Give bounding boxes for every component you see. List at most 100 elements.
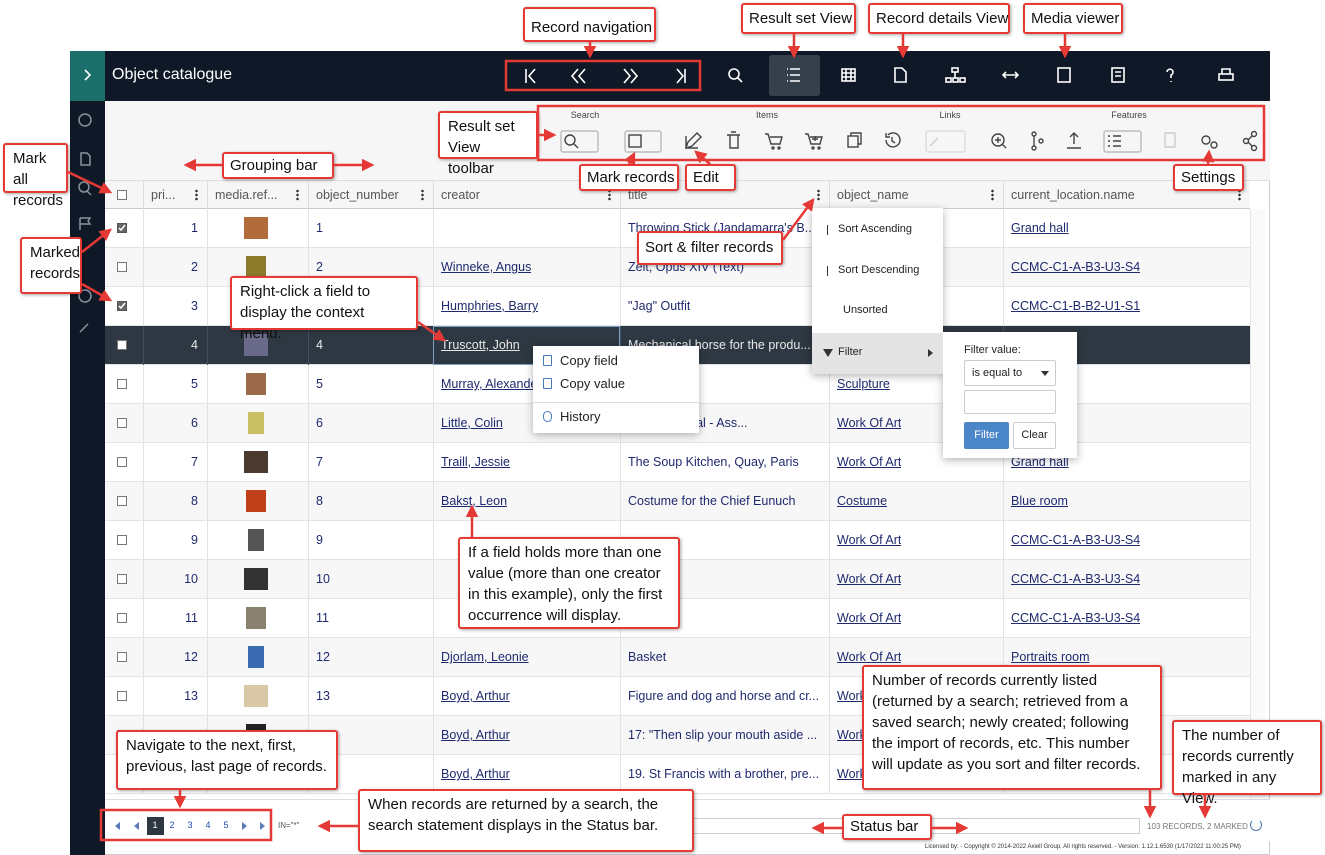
checkbox[interactable] [117,535,127,545]
cell-location[interactable]: CCMC-C1-A-B3-U3-S4 [1011,260,1141,274]
callout: The number of records currently marked i… [1172,720,1322,807]
cell-object-name[interactable]: Work Of Art [837,650,902,664]
cell-object-name[interactable]: Work Of Art [837,416,902,430]
sort-menu-item[interactable]: Sort Ascending [838,223,912,235]
cell-creator[interactable]: Little, Colin [441,416,503,430]
page-link[interactable]: 2 [169,820,175,830]
page-link[interactable]: 4 [205,820,211,830]
column-menu[interactable] [1238,189,1241,201]
sort-icon [827,225,828,235]
callout: Status bar [842,814,932,840]
clear-button[interactable]: Clear [1013,422,1056,449]
column-menu[interactable] [421,189,424,201]
object-number: 11 [316,611,329,625]
sort-menu-item[interactable]: Unsorted [843,304,888,316]
column-menu[interactable] [195,189,198,201]
context-menu-item[interactable]: History [560,409,601,424]
callout: Edit [685,164,736,191]
cell-object-name[interactable]: Sculpture [837,377,890,391]
cell-creator[interactable]: Humphries, Barry [441,299,539,313]
checkbox[interactable] [117,418,127,428]
checkbox[interactable] [117,496,127,506]
cell-border [829,599,830,638]
page-link[interactable]: 1 [152,820,158,830]
column-menu[interactable] [991,189,994,201]
refresh-button[interactable] [1250,819,1262,831]
cell-border [829,404,830,443]
cell-location[interactable]: Blue room [1011,494,1068,508]
cell-creator[interactable]: Boyd, Arthur [441,728,510,742]
cell-creator[interactable]: Bakst, Leon [441,494,508,508]
checkbox [117,190,127,200]
cell-location[interactable]: CCMC-C1-A-B3-U3-S4 [1011,533,1141,547]
page-link[interactable]: 5 [223,820,229,830]
object-number: 10 [316,572,330,586]
checkbox[interactable] [117,223,127,233]
page-link[interactable]: 3 [187,820,193,830]
cell-border [620,287,621,326]
checkbox[interactable] [117,691,127,701]
column-menu[interactable] [608,189,611,201]
cell-location[interactable]: Grand hall [1011,221,1069,235]
cell-border [207,443,208,482]
cell-creator[interactable]: Truscott, John [441,338,520,352]
record-number: 5 [191,377,198,391]
checkbox[interactable] [117,613,127,623]
record-number: 8 [191,494,198,508]
column-menu[interactable] [296,189,299,201]
pager-arrow[interactable] [134,822,139,830]
callout: Mark all records [3,143,68,209]
callout: Mark records [579,164,679,191]
cell-creator[interactable]: Traill, Jessie [441,455,510,469]
cell-creator[interactable]: Boyd, Arthur [441,767,510,781]
active-view-button[interactable] [769,55,820,96]
column-header-label: title [628,188,648,202]
sort-icon [827,266,828,276]
cell-object-name[interactable]: Costume [837,494,888,508]
filter-operator[interactable]: is equal to [964,360,1056,386]
cell-object-name[interactable]: Work Of Art [837,611,902,625]
filter-input[interactable] [964,390,1056,414]
sort-menu-item[interactable]: Sort Descending [838,264,920,276]
cell-border [433,677,434,716]
expand-button[interactable] [70,51,105,101]
pager-arrow[interactable] [115,822,120,830]
cell-creator[interactable]: Winneke, Angus [441,260,532,274]
cell-creator[interactable]: Murray, Alexander [441,377,542,391]
thumbnail [244,568,268,590]
checkbox[interactable] [117,301,127,311]
checkbox[interactable] [117,379,127,389]
cell-location[interactable]: CCMC-C1-B-B2-U1-S1 [1011,299,1141,313]
cell-border [207,287,208,326]
checkbox[interactable] [117,457,127,467]
cell-border [620,755,621,794]
cell-location[interactable]: CCMC-C1-A-B3-U3-S4 [1011,572,1141,586]
cell-border [829,521,830,560]
cell-location[interactable]: CCMC-C1-A-B3-U3-S4 [1011,611,1141,625]
cell-border [433,482,434,521]
checkbox[interactable] [117,340,127,350]
cell-border [207,209,208,248]
checkbox[interactable] [117,652,127,662]
cell-object-name[interactable]: Work Of Art [837,455,902,469]
cell-object-name[interactable]: Work Of Art [837,533,902,547]
context-menu-item[interactable]: Copy field [560,353,618,368]
scrollbar[interactable] [1250,209,1265,799]
cell-creator[interactable]: Boyd, Arthur [441,689,510,703]
cell-creator[interactable]: Djorlam, Leonie [441,650,529,664]
cell-location[interactable]: Portraits room [1011,650,1090,664]
checkbox[interactable] [117,574,127,584]
filter-button[interactable]: Filter [964,422,1009,449]
callout: Settings [1173,164,1244,191]
pager-arrow[interactable] [260,822,265,830]
column-menu[interactable] [817,189,820,201]
cell-border [308,365,309,404]
pager-arrow[interactable] [242,822,247,830]
table-row[interactable] [105,482,1250,521]
context-menu-item[interactable]: Copy value [560,376,626,391]
cell-location[interactable]: Grand hall [1011,455,1069,469]
cell-object-name[interactable]: Work Of Art [837,572,902,586]
sort-menu-item[interactable]: Filter [838,346,863,358]
record-number: 2 [191,260,198,274]
checkbox[interactable] [117,262,127,272]
